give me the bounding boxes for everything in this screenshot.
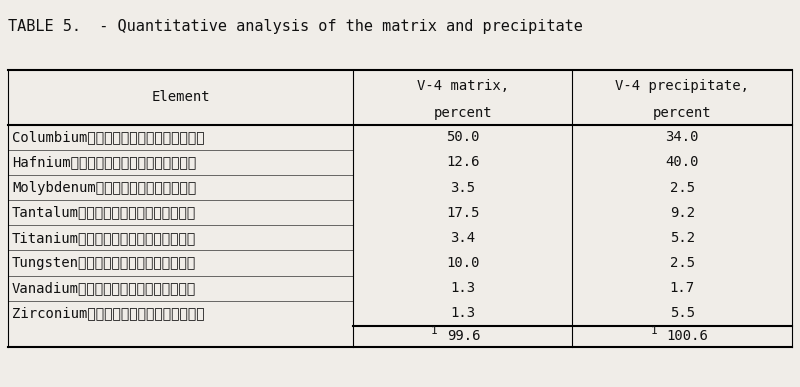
- Text: 99.6: 99.6: [446, 329, 480, 344]
- Text: Molybdenum․․․․․․․․․․․․: Molybdenum․․․․․․․․․․․․: [12, 181, 196, 195]
- Text: 50.0: 50.0: [446, 130, 479, 144]
- Text: 2.5: 2.5: [670, 256, 695, 270]
- Text: 10.0: 10.0: [446, 256, 479, 270]
- Text: 12.6: 12.6: [446, 156, 479, 170]
- Text: 1.7: 1.7: [670, 281, 695, 295]
- Text: 9.2: 9.2: [670, 205, 695, 220]
- Text: Element: Element: [151, 90, 210, 104]
- Text: 5.2: 5.2: [670, 231, 695, 245]
- Text: V-4 precipitate,: V-4 precipitate,: [615, 79, 750, 92]
- Text: 1: 1: [650, 326, 657, 336]
- Text: 34.0: 34.0: [666, 130, 699, 144]
- Text: 1.3: 1.3: [450, 281, 475, 295]
- Text: Tungsten․․․․․․․․․․․․․․: Tungsten․․․․․․․․․․․․․․: [12, 256, 196, 270]
- Text: percent: percent: [653, 106, 711, 120]
- Text: Zirconium․․․․․․․․․․․․․․: Zirconium․․․․․․․․․․․․․․: [12, 306, 205, 320]
- Text: Hafnium․․․․․․․․․․․․․․․: Hafnium․․․․․․․․․․․․․․․: [12, 156, 196, 170]
- Text: percent: percent: [434, 106, 492, 120]
- Text: Vanadium․․․․․․․․․․․․․․: Vanadium․․․․․․․․․․․․․․: [12, 281, 196, 295]
- Text: 2.5: 2.5: [670, 181, 695, 195]
- Text: 3.4: 3.4: [450, 231, 475, 245]
- Text: Tantalum․․․․․․․․․․․․․․: Tantalum․․․․․․․․․․․․․․: [12, 205, 196, 220]
- Text: TABLE 5.  - Quantitative analysis of the matrix and precipitate: TABLE 5. - Quantitative analysis of the …: [8, 19, 583, 34]
- Text: V-4 matrix,: V-4 matrix,: [417, 79, 509, 92]
- Text: 3.5: 3.5: [450, 181, 475, 195]
- Text: 100.6: 100.6: [666, 329, 708, 344]
- Text: 1: 1: [430, 326, 438, 336]
- Text: Titanium․․․․․․․․․․․․․․: Titanium․․․․․․․․․․․․․․: [12, 231, 196, 245]
- Text: Columbium․․․․․․․․․․․․․․: Columbium․․․․․․․․․․․․․․: [12, 130, 205, 144]
- Text: 40.0: 40.0: [666, 156, 699, 170]
- Text: 5.5: 5.5: [670, 306, 695, 320]
- Text: 17.5: 17.5: [446, 205, 479, 220]
- Text: 1.3: 1.3: [450, 306, 475, 320]
